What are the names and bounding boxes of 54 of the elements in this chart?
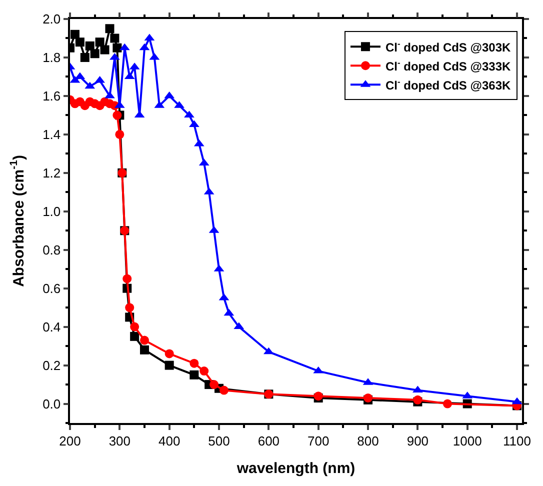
x-tick-label: 800 — [357, 433, 379, 448]
point — [95, 38, 104, 47]
legend-label: Cl$^{-}$ doped CdS @363K — [385, 76, 511, 92]
point — [164, 360, 174, 370]
legend-label: Cl$^{-}$ doped CdS @333K — [385, 57, 511, 74]
point — [442, 399, 452, 408]
legend-label: Cl$^{-}$ doped CdS @303K — [385, 38, 511, 54]
y-tick-label: 1.8 — [42, 50, 61, 66]
point — [105, 24, 114, 34]
y-tick-label: 2.0 — [42, 12, 61, 27]
point — [512, 397, 522, 404]
point — [70, 30, 80, 39]
point — [112, 110, 122, 120]
x-tick-label: 900 — [406, 433, 429, 448]
point — [200, 366, 209, 376]
point — [100, 45, 110, 54]
point — [219, 386, 228, 395]
point — [130, 322, 140, 332]
point — [112, 43, 122, 52]
point — [125, 303, 134, 312]
y-tick-label: 0.6 — [42, 280, 61, 296]
y-tick-label: 0.8 — [42, 242, 61, 258]
point — [130, 332, 140, 341]
point — [75, 38, 84, 47]
y-tick-label: 1.0 — [42, 204, 61, 219]
point — [110, 34, 120, 43]
point — [210, 380, 219, 390]
point — [190, 370, 199, 380]
y-tick-label: 1.4 — [42, 126, 61, 142]
point — [140, 336, 150, 345]
x-tick-label: 300 — [108, 433, 131, 448]
x-tick-label: 1100 — [503, 433, 532, 448]
y-tick-label: 0.0 — [42, 396, 61, 412]
y-tick-label: 0.4 — [42, 319, 61, 334]
x-axis-title: wavelength (nm) — [236, 460, 356, 477]
x-tick-label: 400 — [158, 433, 180, 448]
point — [85, 41, 94, 50]
point — [164, 349, 174, 358]
point — [80, 52, 90, 62]
x-tick-label: 600 — [258, 433, 280, 448]
point — [90, 49, 100, 58]
x-tick-label: 500 — [208, 433, 230, 448]
point — [140, 345, 150, 354]
x-tick-label: 200 — [59, 433, 81, 448]
point — [122, 274, 132, 284]
y-tick-label: 1.2 — [42, 165, 61, 180]
x-tick-label: 700 — [308, 433, 330, 448]
x-tick-label: 1000 — [452, 433, 482, 448]
point — [115, 130, 124, 139]
y-tick-label: 1.6 — [42, 88, 61, 104]
point — [190, 358, 199, 368]
point — [110, 52, 120, 60]
y-tick-label: 0.2 — [42, 358, 61, 373]
point — [104, 91, 115, 98]
